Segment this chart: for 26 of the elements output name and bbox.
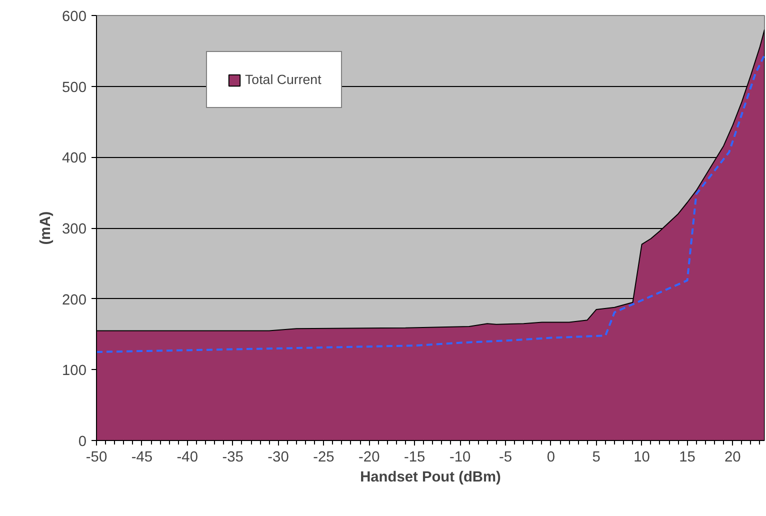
x-tick-label: -40 [176, 450, 198, 466]
x-tick-label: -35 [222, 450, 244, 466]
x-tick-label: -45 [131, 450, 153, 466]
x-tick-label: 0 [546, 450, 555, 466]
x-tick-label: -15 [404, 450, 426, 466]
x-axis-title: Handset Pout (dBm) [360, 470, 502, 486]
y-axis-title: (mA) [38, 211, 54, 245]
x-tick-label: -5 [498, 450, 512, 466]
legend-label: Total Current [245, 72, 322, 87]
x-tick-label: -50 [86, 450, 108, 466]
y-tick-label: 500 [62, 80, 87, 96]
x-tick-label: 15 [679, 450, 696, 466]
x-tick-label: -20 [358, 450, 380, 466]
y-tick-label: 200 [62, 292, 87, 308]
x-tick-label: 5 [592, 450, 600, 466]
x-tick-label: -10 [449, 450, 471, 466]
y-tick-label: 100 [62, 363, 87, 380]
y-tick-label: 400 [62, 150, 87, 167]
y-tick-label: 0 [78, 434, 87, 450]
y-tick-label: 600 [62, 9, 87, 25]
x-tick-label: 10 [634, 450, 650, 466]
y-tick-label: 300 [62, 222, 87, 238]
x-tick-label: -30 [268, 450, 289, 466]
x-tick-label: 20 [724, 450, 741, 466]
x-tick-label: -25 [313, 450, 334, 466]
line-series [96, 54, 764, 353]
